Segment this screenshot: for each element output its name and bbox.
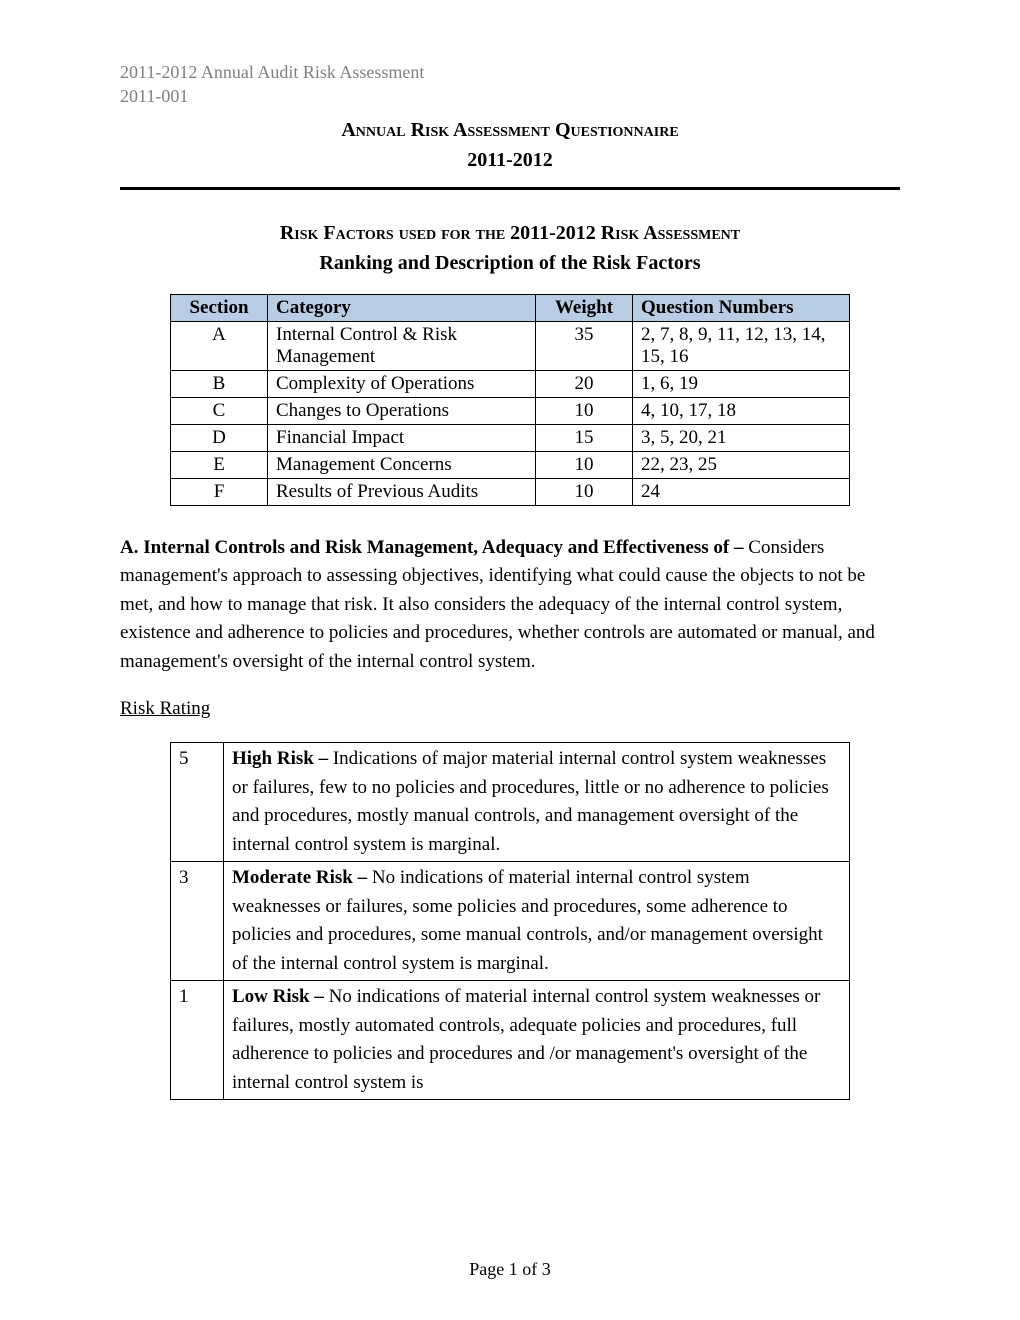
risk-lead: Moderate Risk –	[232, 867, 372, 888]
table-row: B Complexity of Operations 20 1, 6, 19	[171, 370, 850, 397]
cell-category: Complexity of Operations	[268, 370, 536, 397]
table-row: 5 High Risk – Indications of major mater…	[171, 743, 850, 862]
cell-weight: 10	[536, 478, 633, 505]
cell-risk-level: 3	[171, 862, 224, 981]
title-line-1: Annual Risk Assessment Questionnaire	[120, 115, 900, 145]
risk-rating-table: 5 High Risk – Indications of major mater…	[170, 742, 850, 1100]
cell-questions: 4, 10, 17, 18	[633, 397, 850, 424]
cell-questions: 2, 7, 8, 9, 11, 12, 13, 14, 15, 16	[633, 321, 850, 370]
risk-lead: High Risk –	[232, 748, 333, 769]
cell-section: B	[171, 370, 268, 397]
header-line-1: 2011-2012 Annual Audit Risk Assessment	[120, 60, 900, 84]
col-header-section: Section	[171, 294, 268, 321]
cell-questions: 24	[633, 478, 850, 505]
cell-weight: 35	[536, 321, 633, 370]
cell-weight: 10	[536, 451, 633, 478]
cell-section: A	[171, 321, 268, 370]
cell-category: Financial Impact	[268, 424, 536, 451]
cell-weight: 20	[536, 370, 633, 397]
cell-questions: 1, 6, 19	[633, 370, 850, 397]
table-header-row: Section Category Weight Question Numbers	[171, 294, 850, 321]
subtitle-line-2: Ranking and Description of the Risk Fact…	[120, 248, 900, 278]
cell-section: D	[171, 424, 268, 451]
section-a-description: A. Internal Controls and Risk Management…	[120, 534, 900, 677]
cell-risk-level: 5	[171, 743, 224, 862]
risk-factors-table: Section Category Weight Question Numbers…	[170, 294, 850, 506]
risk-rating-label: Risk Rating	[120, 698, 900, 720]
cell-weight: 10	[536, 397, 633, 424]
cell-risk-desc: High Risk – Indications of major materia…	[224, 743, 850, 862]
table-row: 3 Moderate Risk – No indications of mate…	[171, 862, 850, 981]
table-row: C Changes to Operations 10 4, 10, 17, 18	[171, 397, 850, 424]
cell-category: Changes to Operations	[268, 397, 536, 424]
table-row: 1 Low Risk – No indications of material …	[171, 981, 850, 1100]
cell-risk-desc: Low Risk – No indications of material in…	[224, 981, 850, 1100]
table-row: D Financial Impact 15 3, 5, 20, 21	[171, 424, 850, 451]
subtitle-line-1: Risk Factors used for the 2011-2012 Risk…	[120, 218, 900, 248]
cell-section: C	[171, 397, 268, 424]
cell-questions: 22, 23, 25	[633, 451, 850, 478]
header-meta: 2011-2012 Annual Audit Risk Assessment 2…	[120, 60, 900, 109]
cell-section: E	[171, 451, 268, 478]
risk-lead: Low Risk –	[232, 986, 329, 1007]
title-rule	[120, 187, 900, 190]
page-footer: Page 1 of 3	[0, 1259, 1020, 1280]
cell-questions: 3, 5, 20, 21	[633, 424, 850, 451]
cell-risk-level: 1	[171, 981, 224, 1100]
col-header-questions: Question Numbers	[633, 294, 850, 321]
col-header-category: Category	[268, 294, 536, 321]
table-row: A Internal Control & Risk Management 35 …	[171, 321, 850, 370]
col-header-weight: Weight	[536, 294, 633, 321]
cell-category: Management Concerns	[268, 451, 536, 478]
title-line-2: 2011-2012	[120, 145, 900, 175]
header-line-2: 2011-001	[120, 84, 900, 108]
table-row: E Management Concerns 10 22, 23, 25	[171, 451, 850, 478]
section-a-lead: A. Internal Controls and Risk Management…	[120, 537, 748, 558]
cell-category: Results of Previous Audits	[268, 478, 536, 505]
cell-risk-desc: Moderate Risk – No indications of materi…	[224, 862, 850, 981]
table-row: F Results of Previous Audits 10 24	[171, 478, 850, 505]
cell-weight: 15	[536, 424, 633, 451]
title-block: Annual Risk Assessment Questionnaire 201…	[120, 115, 900, 175]
cell-section: F	[171, 478, 268, 505]
subtitle-block: Risk Factors used for the 2011-2012 Risk…	[120, 218, 900, 278]
cell-category: Internal Control & Risk Management	[268, 321, 536, 370]
document-page: 2011-2012 Annual Audit Risk Assessment 2…	[0, 0, 1020, 1320]
